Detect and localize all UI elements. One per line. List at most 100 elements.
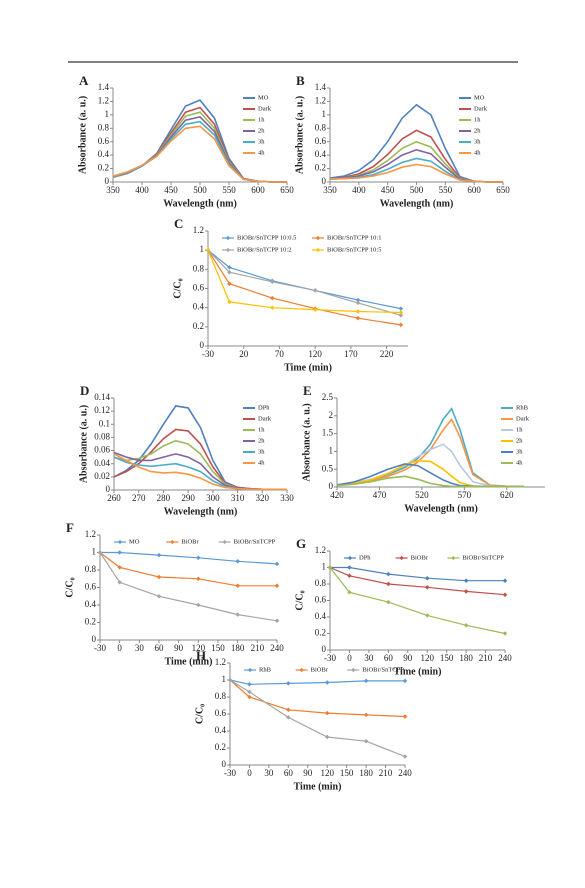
legend-label: 4h (258, 459, 265, 466)
data-point (286, 715, 291, 720)
series-line (207, 249, 401, 326)
legend-marker (225, 247, 231, 253)
x-tick-label: 550 (439, 185, 453, 195)
y-tick-label: 0.6 (85, 582, 97, 592)
legend-label: 2h (516, 437, 523, 444)
y-tick-label: 1.2 (315, 95, 326, 105)
legend-marker (399, 555, 404, 561)
legend-label: BiOBr/SnTCPP (362, 666, 404, 673)
x-tick-label: 0 (247, 768, 252, 778)
x-tick-label: 0 (347, 653, 352, 663)
panel-label: C (174, 216, 183, 231)
x-tick-label: 90 (303, 768, 313, 778)
y-tick-label: 1.2 (215, 657, 226, 667)
y-tick-label: 0.8 (215, 691, 227, 701)
series-line (207, 249, 402, 316)
x-tick-label: 180 (231, 643, 245, 653)
series-line (329, 566, 506, 596)
x-tick-label: 420 (330, 490, 344, 500)
y-tick-label: 0.12 (94, 405, 110, 415)
series-line (100, 551, 278, 565)
y-tick-label: 0.6 (193, 283, 205, 293)
y-tick-label: 1.4 (315, 82, 327, 92)
data-point (363, 678, 369, 684)
panel-label: D (80, 383, 89, 398)
data-point (424, 585, 430, 590)
x-tick-label: 60 (155, 643, 165, 653)
y-axis-title: Absorbance (a. u.) (77, 96, 88, 174)
x-tick-label: 240 (398, 768, 412, 778)
data-point (227, 281, 232, 286)
y-tick-label: 0.4 (215, 725, 227, 735)
x-tick-label: 240 (270, 643, 284, 653)
legend-marker (222, 539, 227, 545)
x-tick-label: 330 (280, 493, 294, 503)
y-tick-label: 0.4 (315, 611, 327, 621)
data-point (502, 592, 508, 597)
data-point (227, 269, 232, 275)
x-tick-label: 320 (256, 493, 270, 503)
data-point (274, 561, 280, 567)
legend-label: BiOBr/SnTCPP 10:5 (327, 246, 381, 253)
legend-marker (170, 539, 175, 545)
series-line (207, 249, 401, 314)
x-axis-title: Wavelength (nm) (163, 198, 237, 209)
x-tick-label: 90 (174, 643, 184, 653)
x-tick-label: 120 (192, 643, 206, 653)
y-tick-label: 1 (222, 674, 227, 684)
legend-label: Dark (258, 415, 272, 422)
y-tick-label: 0 (322, 176, 327, 186)
x-tick-label: 150 (440, 653, 454, 663)
data-point (270, 279, 275, 285)
data-point (312, 288, 318, 293)
panel-label: B (296, 73, 305, 88)
series-line (99, 552, 277, 587)
legend-marker (247, 667, 253, 673)
panel-label: E (303, 383, 312, 398)
x-axis-title: Time (min) (284, 362, 332, 373)
panel-label: A (79, 73, 89, 88)
data-point (424, 575, 430, 581)
x-axis-title: Time (min) (394, 666, 442, 677)
panel-label: G (296, 536, 306, 551)
x-axis-title: Time (min) (165, 656, 213, 667)
y-tick-label: 0.06 (94, 445, 110, 455)
legend-marker (451, 555, 456, 561)
y-tick-label: 0 (329, 481, 334, 491)
x-tick-label: 70 (275, 349, 285, 359)
x-tick-label: 450 (164, 185, 178, 195)
x-tick-label: 260 (107, 493, 121, 503)
x-tick-label: 120 (420, 653, 434, 663)
legend-label: BiOBr/SnTCPP 10:0.5 (237, 234, 296, 241)
y-tick-label: 1.2 (315, 545, 326, 555)
y-tick-label: 0 (200, 340, 205, 350)
x-tick-label: 90 (403, 653, 413, 663)
legend-marker (225, 235, 231, 241)
y-tick-label: 2.5 (322, 392, 334, 402)
legend-label: 1h (516, 426, 523, 433)
y-tick-label: 1 (200, 244, 205, 254)
data-point (363, 712, 369, 718)
legend-label: 1h (258, 116, 265, 123)
x-tick-label: 150 (211, 643, 225, 653)
data-point (463, 622, 469, 628)
x-tick-label: 0 (117, 643, 122, 653)
y-tick-label: 0.6 (215, 708, 227, 718)
x-tick-label: 210 (379, 768, 393, 778)
legend-label: 3h (258, 448, 265, 455)
y-tick-label: 0.08 (94, 431, 110, 441)
legend-label: RhB (516, 404, 529, 411)
legend-label: 4h (474, 149, 481, 156)
legend-label: 2h (258, 127, 265, 134)
x-tick-label: 30 (364, 653, 374, 663)
data-point (347, 565, 352, 570)
x-tick-label: 650 (280, 185, 294, 195)
x-tick-label: 290 (181, 493, 195, 503)
x-tick-label: -30 (94, 643, 106, 653)
y-tick-label: 0.2 (315, 163, 326, 173)
y-tick-label: 0.4 (315, 149, 327, 159)
series-line (336, 475, 524, 488)
series-line (329, 163, 503, 183)
x-tick-label: 500 (410, 185, 424, 195)
